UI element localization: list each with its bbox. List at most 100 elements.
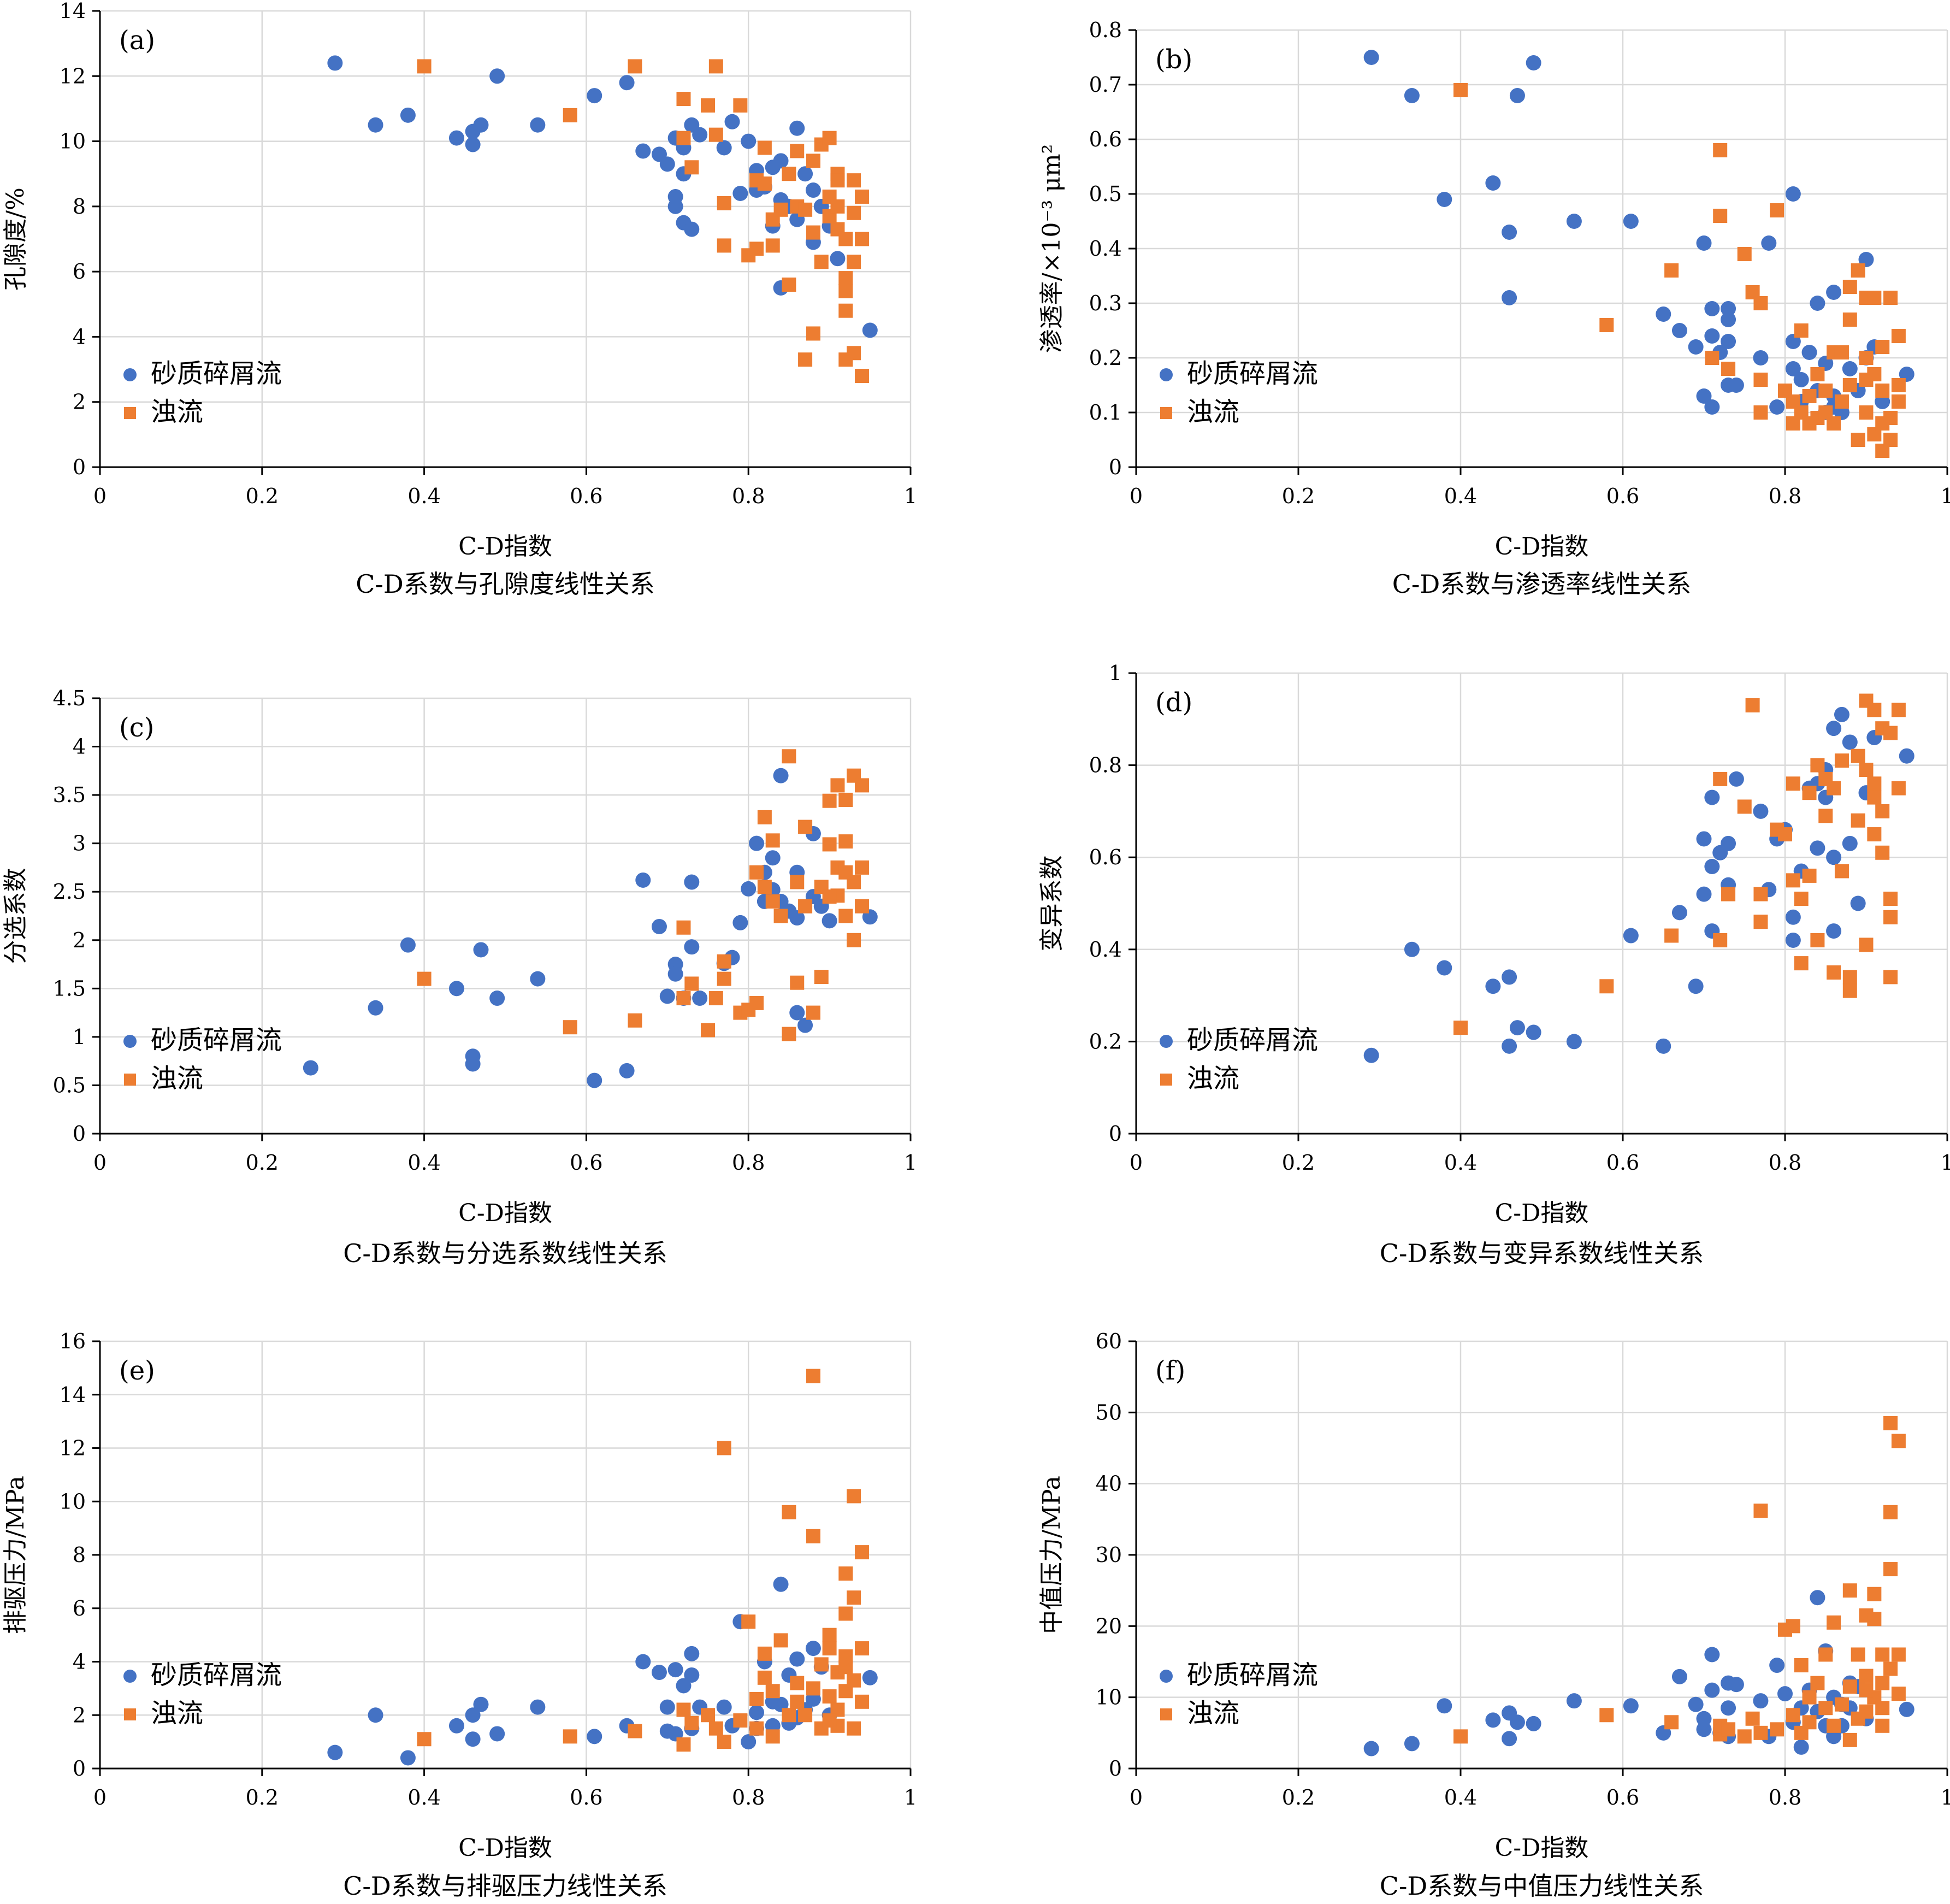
y-tick-label: 30 bbox=[1096, 1543, 1122, 1567]
panel-label: (e) bbox=[119, 1355, 155, 1386]
data-point bbox=[1818, 1701, 1833, 1716]
panel-label: (a) bbox=[119, 25, 155, 56]
data-point bbox=[822, 1689, 837, 1704]
data-point bbox=[1753, 1504, 1768, 1518]
data-point bbox=[1875, 1718, 1890, 1733]
x-tick-label: 1 bbox=[1941, 1785, 1950, 1809]
data-point bbox=[789, 120, 805, 136]
data-point bbox=[692, 127, 708, 143]
data-point bbox=[782, 749, 796, 764]
data-point bbox=[822, 131, 837, 145]
data-point bbox=[1502, 1731, 1517, 1747]
data-point bbox=[1851, 748, 1865, 763]
y-tick-label: 40 bbox=[1096, 1472, 1122, 1496]
x-tick-label: 0.2 bbox=[1282, 484, 1315, 508]
data-point bbox=[1810, 296, 1825, 311]
x-tick-label: 0.4 bbox=[1444, 484, 1477, 508]
data-point bbox=[1664, 1715, 1679, 1730]
y-tick-label: 2.5 bbox=[53, 880, 86, 904]
data-point bbox=[854, 232, 869, 246]
data-point bbox=[1891, 1687, 1906, 1701]
data-point bbox=[1721, 301, 1736, 316]
y-tick-label: 0.4 bbox=[1089, 938, 1122, 962]
data-point bbox=[1883, 1505, 1898, 1519]
data-point bbox=[798, 1708, 813, 1723]
data-point bbox=[1728, 771, 1744, 787]
x-tick-label: 0.8 bbox=[1769, 1785, 1801, 1809]
chart-panel-c: 0 0.2 0.4 0.6 0.8 1 0 0.5 1 1.5 2 2.5 3 3.5 4 4.5 C-D指数 分… bbox=[2, 686, 917, 1268]
legend-label-sandy-debris-flow: 砂质碎屑流 bbox=[151, 1025, 282, 1056]
data-point bbox=[847, 173, 861, 188]
data-point bbox=[1721, 835, 1736, 851]
data-point bbox=[684, 1667, 700, 1683]
data-point bbox=[1363, 50, 1379, 65]
data-point bbox=[530, 117, 546, 133]
data-point bbox=[473, 942, 489, 958]
data-point bbox=[667, 198, 683, 214]
data-point bbox=[1437, 960, 1452, 976]
data-point bbox=[797, 166, 813, 182]
y-axis-label: 变异系数 bbox=[1038, 856, 1066, 952]
data-point bbox=[1867, 827, 1882, 842]
data-point bbox=[847, 933, 861, 947]
data-point bbox=[1453, 1021, 1468, 1035]
x-tick-label: 0.6 bbox=[1606, 484, 1639, 508]
y-tick-label: 0 bbox=[1109, 1122, 1122, 1146]
y-axis-label: 渗透率/×10⁻³ μm² bbox=[1038, 144, 1066, 353]
data-point bbox=[1875, 384, 1890, 398]
y-tick-label: 0 bbox=[1109, 455, 1122, 479]
data-point bbox=[1842, 378, 1857, 392]
data-point bbox=[830, 778, 845, 793]
data-point bbox=[814, 255, 829, 269]
panel-label: (f) bbox=[1155, 1355, 1185, 1386]
data-point bbox=[1785, 361, 1801, 376]
data-point bbox=[1623, 1698, 1639, 1714]
data-point bbox=[822, 913, 837, 929]
data-point bbox=[838, 1566, 853, 1581]
y-tick-label: 4 bbox=[73, 735, 86, 759]
data-point bbox=[1867, 776, 1882, 791]
data-point bbox=[862, 322, 878, 338]
data-point bbox=[465, 137, 481, 152]
x-tick-label: 1 bbox=[1941, 484, 1950, 508]
y-tick-label: 2 bbox=[73, 390, 86, 414]
y-tick-label: 3.5 bbox=[53, 783, 86, 807]
data-point bbox=[1859, 351, 1874, 365]
data-point bbox=[684, 221, 700, 237]
data-point bbox=[1696, 831, 1712, 847]
data-point bbox=[822, 1641, 837, 1656]
data-point bbox=[1827, 781, 1841, 795]
chart-panel-a: 0 0.2 0.4 0.6 0.8 102468101214C-D指数孔隙度/%(a)C-… bbox=[2, 0, 917, 599]
chart-panel-e: 0 0.2 0.4 0.6 0.8 10246810121416C-D指数排驱压力/MPa… bbox=[2, 1329, 917, 1901]
data-point bbox=[847, 1721, 861, 1736]
series-turbidity-current bbox=[417, 749, 869, 1041]
data-point bbox=[1671, 1669, 1687, 1684]
data-point bbox=[822, 889, 837, 904]
data-point bbox=[732, 186, 748, 201]
data-point bbox=[684, 160, 699, 175]
data-point bbox=[1891, 329, 1906, 343]
data-point bbox=[798, 820, 813, 834]
data-point bbox=[327, 55, 343, 71]
data-point bbox=[1713, 209, 1728, 223]
data-point bbox=[1704, 789, 1720, 805]
x-tick-label: 0.6 bbox=[1606, 1785, 1639, 1809]
data-point bbox=[1509, 1714, 1525, 1730]
data-point bbox=[327, 1744, 343, 1760]
legend-marker-turbidity-current bbox=[124, 1708, 136, 1720]
x-tick-label: 0.4 bbox=[407, 1151, 440, 1175]
data-point bbox=[1786, 1708, 1800, 1723]
data-point bbox=[701, 98, 715, 113]
data-point bbox=[806, 1005, 820, 1020]
x-tick-label: 0.6 bbox=[570, 484, 602, 508]
data-point bbox=[635, 1654, 651, 1670]
data-point bbox=[1696, 886, 1712, 902]
data-point bbox=[1599, 318, 1614, 332]
data-point bbox=[1785, 932, 1801, 948]
series-sandy-debris-flow bbox=[327, 1576, 878, 1766]
data-point bbox=[1769, 399, 1785, 415]
data-point bbox=[692, 991, 708, 1006]
